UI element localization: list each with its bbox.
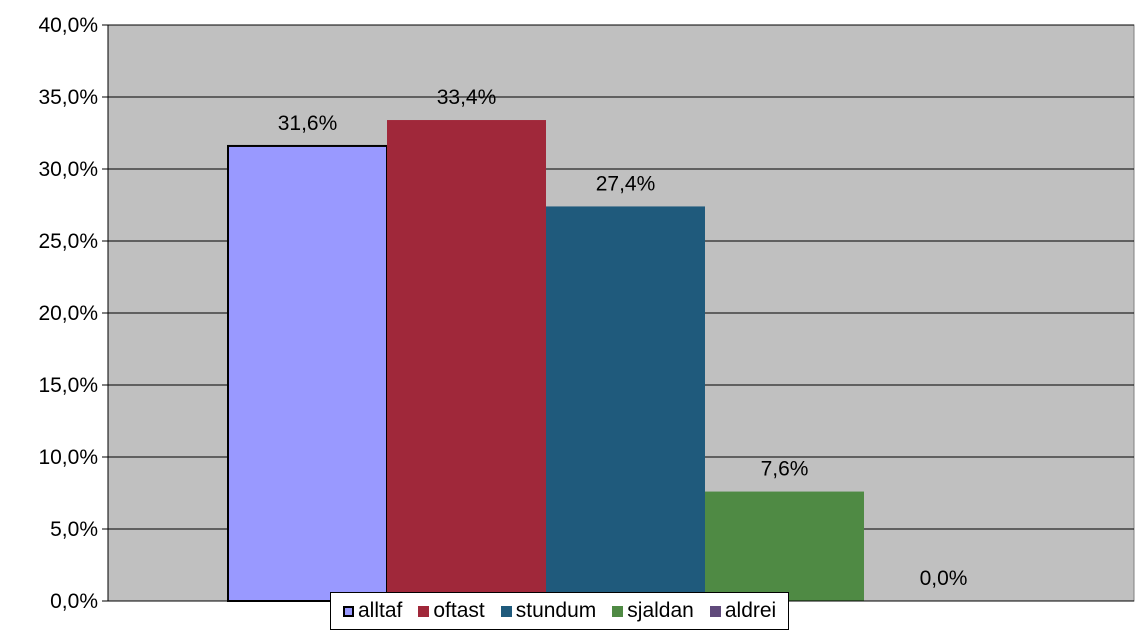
data-label-aldrei: 0,0% — [920, 567, 968, 590]
legend-swatch — [612, 605, 624, 617]
y-tick-label: 15,0% — [38, 374, 98, 397]
legend-label: alltaf — [358, 599, 403, 622]
bar-stundum — [546, 206, 705, 601]
bar-alltaf — [227, 144, 388, 603]
y-tick-label: 40,0% — [38, 14, 98, 37]
bar-sjaldan — [705, 491, 864, 601]
legend: alltaf oftast stundum sjaldan aldrei — [330, 592, 790, 630]
y-tick-label: 5,0% — [50, 518, 98, 541]
y-tick-label: 20,0% — [38, 302, 98, 325]
legend-swatch — [709, 605, 721, 617]
y-tick-label: 30,0% — [38, 158, 98, 181]
legend-label: stundum — [515, 599, 597, 622]
legend-item-aldrei: aldrei — [709, 599, 777, 623]
data-labels: 31,6% 33,4% 27,4% 7,6% 0,0% — [278, 86, 968, 590]
legend-swatch — [343, 605, 354, 617]
legend-swatch — [500, 605, 512, 617]
legend-swatch — [418, 605, 430, 617]
y-tick-label: 0,0% — [50, 590, 98, 613]
data-label-oftast: 33,4% — [437, 86, 497, 109]
bar-oftast — [387, 120, 546, 601]
bars — [227, 120, 864, 603]
legend-label: sjaldan — [627, 599, 694, 622]
data-label-stundum: 27,4% — [596, 172, 656, 195]
y-tick-label: 25,0% — [38, 230, 98, 253]
y-tick-label: 10,0% — [38, 446, 98, 469]
y-axis-ticks: 0,0% 5,0% 10,0% 15,0% 20,0% 25,0% 30,0% 35,0% 40… — [38, 14, 108, 613]
legend-item-alltaf: alltaf — [343, 599, 402, 623]
legend-label: aldrei — [724, 599, 777, 622]
data-label-alltaf: 31,6% — [278, 112, 338, 135]
legend-label: oftast — [433, 599, 485, 622]
legend-item-oftast: oftast — [418, 599, 485, 623]
data-label-sjaldan: 7,6% — [761, 458, 809, 481]
y-tick-label: 35,0% — [38, 86, 98, 109]
legend-item-sjaldan: sjaldan — [612, 599, 694, 623]
legend-item-stundum: stundum — [500, 599, 597, 623]
